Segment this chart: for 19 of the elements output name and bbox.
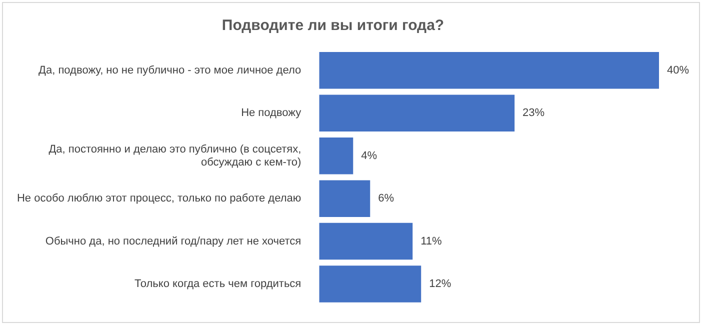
data-label: 23% — [522, 107, 545, 120]
bar — [319, 137, 354, 174]
data-label: 12% — [429, 278, 452, 290]
bar — [319, 180, 370, 217]
y-tick-label: Да, постоянно и делаю это публично (в соцсетях, обсуждаю с кем-то) — [48, 143, 302, 168]
y-tick-label: Да, подвожу, но не публично - это мое личное дело — [38, 64, 302, 76]
bar — [319, 52, 659, 89]
y-tick-label: Только когда есть чем гордиться — [134, 278, 302, 290]
data-label: 4% — [361, 150, 378, 162]
data-label: 6% — [378, 192, 394, 205]
bar — [319, 222, 413, 260]
y-tick-label: Не подвожу — [241, 107, 302, 120]
y-tick-label: Не особо люблю этот процесс, только по работе делаю — [16, 192, 302, 205]
data-label: 40% — [667, 64, 690, 76]
data-label: 11% — [420, 235, 442, 248]
y-tick-label: Обычно да, но последний год/пару лет не хочется — [45, 235, 302, 248]
chart-title: Подводите ли вы итоги года? — [222, 17, 444, 34]
bar — [319, 266, 422, 302]
bar — [319, 94, 515, 132]
